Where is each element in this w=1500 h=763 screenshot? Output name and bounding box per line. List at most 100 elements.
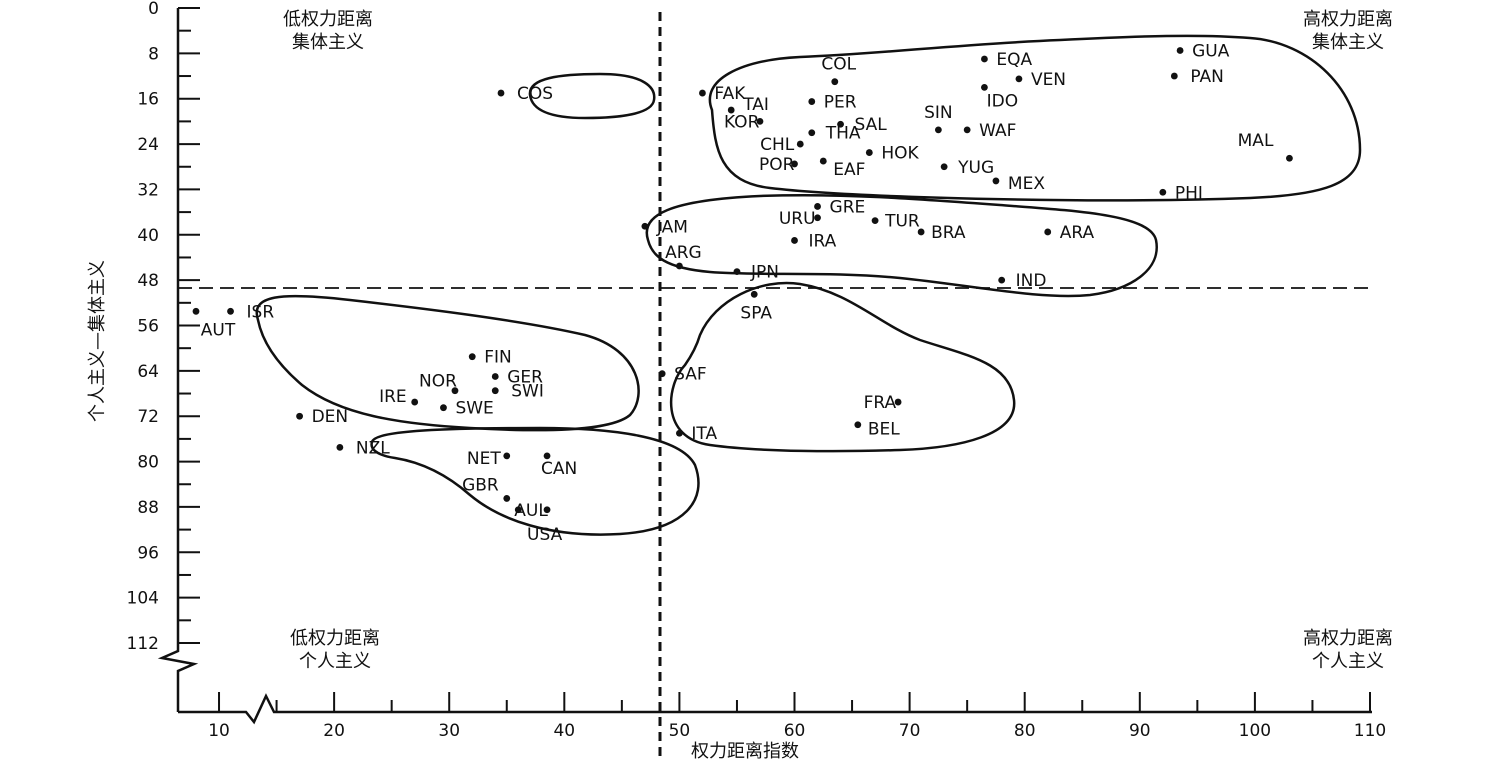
- data-point-ire: IRE: [379, 387, 419, 407]
- x-tick-label: 80: [1014, 721, 1036, 741]
- x-tick-label: 30: [438, 721, 460, 741]
- y-tick-label: 64: [137, 362, 159, 382]
- point-marker: [1176, 47, 1184, 54]
- x-axis-ticks: 10 20 30 40 50 60 70 80 90 100 110: [208, 692, 1386, 741]
- data-point-jpn: JPN: [733, 263, 779, 283]
- point-label: IDO: [987, 91, 1019, 111]
- point-marker: [981, 55, 988, 63]
- point-label: GBR: [462, 475, 499, 495]
- x-tick-label: 90: [1129, 721, 1151, 741]
- point-marker: [940, 163, 948, 171]
- point-marker: [658, 370, 666, 378]
- point-marker: [992, 177, 1000, 185]
- data-point-bel: BEL: [854, 420, 900, 440]
- point-label: PHI: [1175, 183, 1203, 203]
- point-label: COL: [821, 55, 856, 75]
- data-point-ind: IND: [998, 271, 1047, 291]
- point-label: MEX: [1008, 174, 1045, 194]
- point-label: ISR: [247, 302, 275, 322]
- point-label: AUL: [514, 501, 548, 521]
- point-label: TAI: [742, 95, 769, 115]
- data-point-col: COL: [821, 55, 857, 86]
- data-point-swe: SWE: [440, 399, 494, 419]
- point-label: BRA: [931, 223, 966, 243]
- point-marker: [854, 421, 862, 429]
- point-label: CAN: [541, 459, 577, 479]
- point-marker: [998, 276, 1006, 284]
- point-marker: [1159, 188, 1167, 196]
- data-point-fin: FIN: [468, 348, 512, 368]
- point-marker: [865, 149, 873, 156]
- y-axis-line: [157, 8, 199, 712]
- point-label: MAL: [1238, 131, 1274, 151]
- point-marker: [733, 268, 741, 276]
- point-marker: [491, 387, 499, 395]
- y-tick-label: 40: [137, 226, 159, 246]
- data-point-uru: URU: [779, 209, 821, 229]
- x-tick-label: 60: [784, 721, 806, 741]
- point-marker: [503, 495, 511, 502]
- point-label: IRA: [809, 231, 837, 251]
- data-point-mal: MAL: [1238, 131, 1293, 162]
- data-point-kor: KOR: [724, 112, 764, 132]
- point-marker: [814, 214, 821, 222]
- data-point-nor: NOR: [419, 372, 459, 395]
- point-label: USA: [527, 525, 563, 545]
- data-point-spa: SPA: [740, 290, 772, 323]
- point-label: EQA: [996, 50, 1032, 70]
- x-tick-label: 70: [899, 721, 921, 741]
- data-point-tai: TAI: [727, 95, 769, 115]
- data-point-waf: WAF: [963, 121, 1016, 141]
- data-point-ira: IRA: [791, 231, 837, 251]
- data-point-aut: AUT: [192, 307, 236, 340]
- data-point-chl: CHL: [760, 135, 804, 155]
- point-marker: [676, 429, 683, 437]
- data-point-ido: IDO: [981, 83, 1019, 111]
- point-label: VEN: [1031, 70, 1066, 90]
- point-label: FIN: [484, 348, 512, 368]
- data-point-usa: USA: [527, 506, 563, 545]
- point-marker: [814, 203, 821, 210]
- point-label: NZL: [356, 438, 390, 458]
- point-marker: [514, 506, 522, 514]
- cluster-cos: [528, 72, 656, 120]
- data-point-eqa: EQA: [981, 50, 1033, 70]
- point-label: GRE: [830, 197, 866, 217]
- y-tick-label: 104: [127, 589, 159, 609]
- y-tick-label: 96: [137, 543, 159, 563]
- point-marker: [756, 117, 764, 125]
- point-label: GUA: [1192, 42, 1230, 62]
- point-marker: [963, 126, 971, 134]
- point-label: ARA: [1060, 223, 1095, 243]
- data-point-yug: YUG: [940, 158, 994, 178]
- y-axis-ticks: 0 8 16 24 32 40 48 56 64 72 80 88 96 104 112: [127, 0, 200, 654]
- point-label: PER: [824, 93, 857, 113]
- y-tick-label: 0: [148, 0, 159, 19]
- x-tick-label: 10: [208, 721, 230, 741]
- point-label: URU: [779, 209, 816, 229]
- x-tick-label: 20: [323, 721, 345, 741]
- point-marker: [837, 120, 844, 128]
- data-point-fak: FAK: [699, 84, 746, 104]
- quadrant-top-right-line1: 高权力距离: [1303, 9, 1393, 30]
- point-label: TUR: [884, 212, 920, 232]
- data-point-gre: GRE: [814, 197, 865, 217]
- data-point-ara: ARA: [1044, 223, 1094, 243]
- point-label: JPN: [750, 263, 779, 283]
- point-label: DEN: [312, 407, 349, 427]
- point-label: COS: [517, 84, 553, 104]
- data-point-saf: SAF: [658, 365, 707, 385]
- point-label: SAL: [855, 115, 888, 135]
- x-axis-line: [178, 693, 1372, 725]
- point-label: AUT: [201, 320, 236, 340]
- y-tick-label: 8: [148, 44, 159, 64]
- data-point-sal: SAL: [837, 115, 887, 135]
- data-point-pan: PAN: [1170, 67, 1224, 87]
- x-tick-label: 100: [1239, 721, 1271, 741]
- point-label: POR: [759, 155, 795, 175]
- data-point-ita: ITA: [676, 424, 717, 444]
- data-point-ger: GER: [491, 368, 543, 388]
- data-point-eaf: EAF: [819, 157, 865, 180]
